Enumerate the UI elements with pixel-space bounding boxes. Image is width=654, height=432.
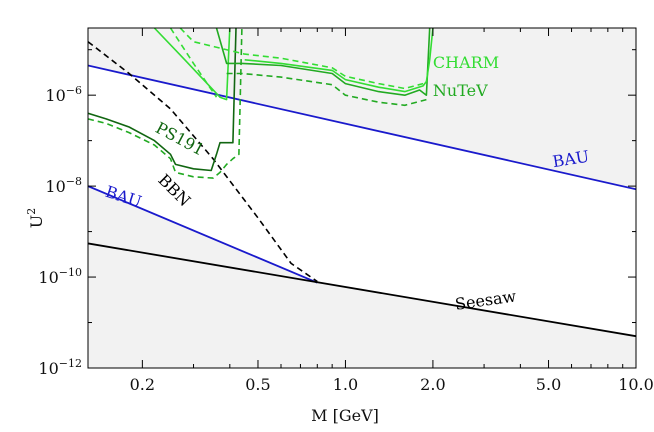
plot-frame	[87, 27, 637, 369]
series-charm-upper-dashed	[179, 28, 424, 90]
y-axis-title-base: U	[27, 215, 46, 228]
y-tick-label: 10−8	[45, 175, 82, 196]
x-tick-label: 0.2	[130, 375, 155, 394]
y-tick-label: 10−12	[38, 357, 82, 378]
series-ps191-dashed	[88, 28, 243, 179]
y-tick-label: 10−10	[38, 266, 82, 287]
series-bau-lower	[88, 185, 318, 284]
series-seesaw	[88, 242, 636, 338]
series-nutev-dashed	[226, 72, 427, 107]
y-axis-title: U2	[25, 208, 46, 228]
x-tick-label: 5.0	[536, 375, 561, 394]
series-bbn	[88, 41, 318, 283]
series-charm-upper	[244, 28, 434, 93]
x-tick-label: 0.5	[245, 375, 270, 394]
annotation-charm-0: CHARM	[433, 53, 499, 72]
y-axis-ticks: 10−12 10−10 10−8 10−6	[38, 49, 636, 378]
x-axis-ticks: 0.2 0.5 1.0 2.0 5.0 10.0	[130, 28, 654, 394]
allowed-region-fill	[88, 65, 636, 337]
x-tick-label: 1.0	[333, 375, 358, 394]
series-nutev-solid	[215, 28, 431, 96]
annotation-nutev-1: NuTeV	[433, 81, 488, 100]
series-bau-upper	[88, 64, 636, 191]
y-tick-label: 10−6	[45, 84, 82, 105]
series-ps191-solid	[88, 28, 237, 172]
x-axis-title: M [GeV]	[311, 406, 379, 425]
y-axis-title-sup: 2	[25, 208, 38, 215]
series-layer	[88, 28, 636, 338]
x-tick-label: 2.0	[420, 375, 445, 394]
x-tick-label: 10.0	[618, 375, 654, 394]
series-charm-dashed	[169, 28, 218, 98]
series-charm-solid	[153, 28, 231, 101]
